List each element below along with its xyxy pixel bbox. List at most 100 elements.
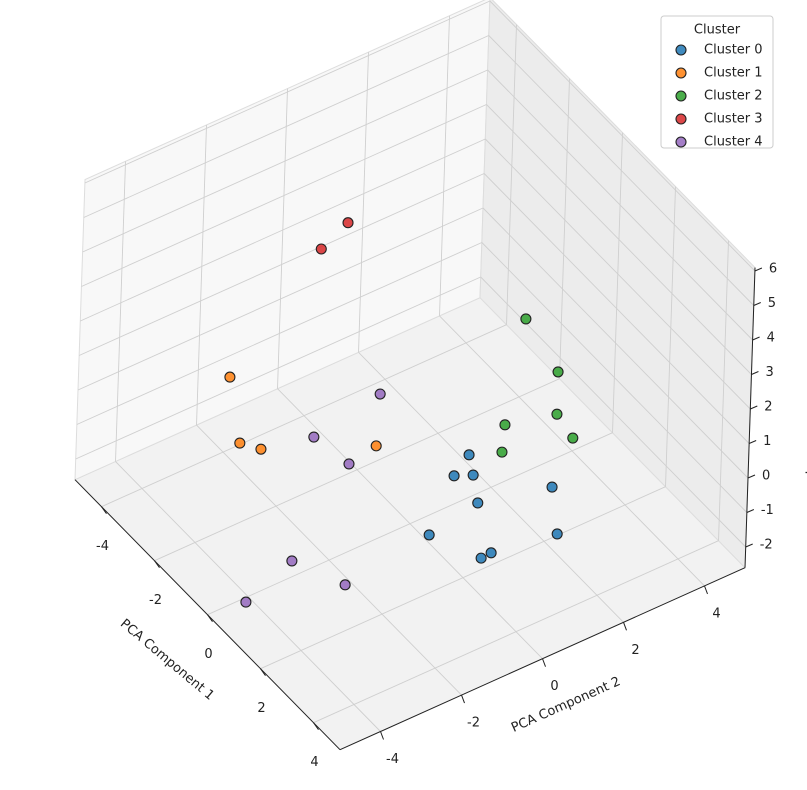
z-tick-label: -1 (761, 503, 774, 518)
legend-label: Cluster 4 (704, 135, 763, 150)
legend-label: Cluster 1 (704, 66, 763, 81)
point (448, 470, 460, 482)
x-grid-line (612, 132, 623, 433)
legend-box (660, 15, 774, 149)
x-tick-label: 0 (204, 647, 212, 662)
point (472, 497, 484, 509)
point (520, 313, 532, 325)
point (499, 419, 511, 431)
y-grid-line (115, 461, 381, 732)
z-tick-label: 2 (764, 400, 772, 415)
z-tick-label: 3 (765, 365, 773, 380)
y-grid-line (358, 52, 369, 353)
x-grid-line (665, 186, 676, 487)
z-grid-line (77, 207, 484, 391)
y-axis-line (339, 567, 746, 751)
z-tick (752, 336, 760, 341)
z-grid-line (84, 0, 491, 184)
legend-marker (675, 136, 687, 148)
y-grid-line (358, 351, 624, 623)
z-grid-line (489, 0, 756, 272)
z-tick (745, 543, 753, 548)
point (551, 528, 563, 540)
x-grid-line (559, 78, 570, 379)
z-tick-label: 6 (769, 262, 777, 277)
point (286, 555, 298, 567)
points (224, 217, 579, 608)
grid (75, 0, 756, 732)
y-tick-label: 4 (712, 606, 720, 621)
point (423, 529, 435, 541)
z-axis-label: PCA Component 3 (805, 411, 807, 529)
point (370, 440, 382, 452)
y-tick (461, 694, 465, 704)
z-tick (751, 371, 759, 375)
y-tick-label: -4 (386, 752, 399, 767)
y-tick (623, 622, 627, 631)
y-grid-line (196, 124, 207, 426)
z-tick-label: 1 (763, 434, 771, 449)
point (342, 217, 354, 229)
point (567, 432, 579, 444)
z-grid-line (482, 207, 749, 479)
y-axis-label: PCA Component 2 (509, 674, 623, 736)
z-grid-line (75, 276, 481, 460)
y-grid-line (277, 388, 543, 660)
point (463, 449, 475, 461)
point (496, 446, 508, 458)
point (551, 408, 563, 420)
z-grid-line (488, 35, 755, 306)
y-tick (542, 658, 546, 667)
panes (74, 0, 756, 751)
z-grid-line (82, 69, 488, 253)
point (546, 481, 558, 493)
x-axis-line (74, 479, 341, 751)
z-tick-label: 5 (768, 296, 776, 311)
y-tick (380, 731, 384, 740)
point (240, 596, 252, 608)
y-tick-label: 2 (631, 643, 639, 658)
z-tick-label: 0 (762, 469, 770, 484)
legend-label: Cluster 0 (704, 43, 763, 58)
point (308, 431, 320, 443)
x-tick-label: 4 (310, 755, 318, 770)
point (374, 388, 386, 400)
point (339, 579, 351, 591)
z-grid-line (83, 35, 489, 218)
y-grid-line (196, 424, 462, 696)
z-grid-line (487, 69, 753, 341)
legend: Cluster Cluster 0 Cluster 1 Cluster 2 Clust… (660, 15, 774, 150)
y-tick (704, 585, 708, 595)
z-grid-line (481, 242, 748, 513)
legend-label: Cluster 2 (704, 89, 763, 104)
legend-marker (675, 113, 687, 125)
z-axis-line (744, 267, 756, 568)
y-grid-line (277, 88, 288, 389)
point (343, 458, 355, 470)
z-tick (748, 440, 757, 444)
point (467, 469, 479, 481)
x-tick-label: -4 (96, 539, 109, 554)
y-tick-label: -2 (467, 716, 480, 731)
z-grid-line (484, 138, 751, 410)
y-tick-label: 0 (550, 679, 558, 694)
legend-title: Cluster (694, 23, 741, 38)
x-grid-line (718, 240, 729, 541)
point (485, 547, 497, 559)
z-grid-line (80, 138, 486, 322)
point (224, 371, 236, 383)
legend-label: Cluster 3 (704, 112, 763, 127)
x-grid-line (506, 24, 517, 325)
point (315, 243, 327, 255)
y-grid-line (439, 15, 450, 316)
z-tick-label: -2 (760, 538, 773, 553)
z-tick (746, 509, 755, 513)
point (234, 437, 246, 449)
z-tick-label: 4 (767, 331, 775, 346)
x-axis-label: PCA Component 1 (117, 616, 217, 703)
legend-marker (675, 67, 687, 79)
legend-marker (675, 90, 687, 102)
z-grid-line (78, 173, 485, 356)
x-tick-label: -2 (149, 593, 162, 608)
legend-marker (675, 44, 687, 56)
